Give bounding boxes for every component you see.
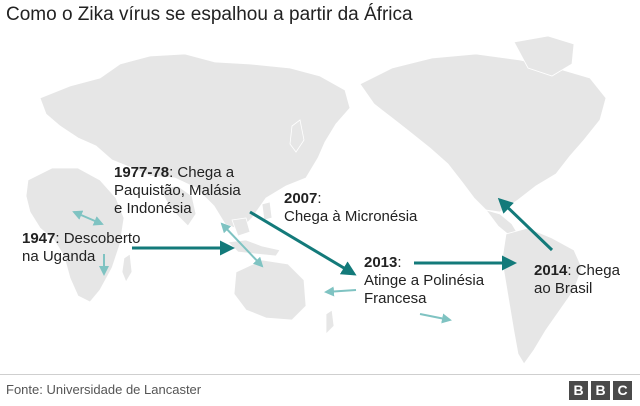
label-2013-year: 2013 <box>364 254 398 271</box>
label-2014: 2014: Chega ao Brasil <box>534 262 620 298</box>
landmass-new-zealand <box>325 309 335 335</box>
landmass-indonesia <box>227 239 281 257</box>
landmass-japan <box>289 119 305 153</box>
label-1947-line1: : Descoberto <box>55 230 141 247</box>
label-2007-line1: : <box>317 190 322 207</box>
label-1947-year: 1947 <box>22 230 56 247</box>
spread-arrows <box>72 197 554 324</box>
label-1977-78-line1: : Chega a <box>169 164 235 181</box>
bbc-logo: B B C <box>569 381 632 400</box>
label-1947-line2: na Uganda <box>22 248 96 265</box>
bbc-logo-letter-1: B <box>569 381 588 400</box>
landmass-philippines <box>261 201 273 221</box>
landmass-south-america <box>501 227 583 365</box>
landmass-eurasia <box>39 53 351 231</box>
label-1947: 1947: Descoberto na Uganda <box>22 230 140 266</box>
label-2013-line3: Francesa <box>364 290 427 307</box>
label-2014-year: 2014 <box>534 262 568 279</box>
arrow-polynesia-east <box>419 313 452 324</box>
arrow-africa-west <box>72 210 104 226</box>
bbc-logo-letter-2: B <box>591 381 610 400</box>
landmass-north-america <box>359 53 607 213</box>
landmass-greenland <box>513 35 575 77</box>
map-title: Como o Zika vírus se espalhou a partir d… <box>6 4 413 25</box>
arrow-asia-to-micronesia <box>249 210 357 276</box>
source-note: Fonte: Universidade de Lancaster <box>6 382 202 397</box>
landmass-australia <box>233 259 307 321</box>
landmass-madagascar <box>121 253 133 283</box>
label-2007-year: 2007 <box>284 190 318 207</box>
label-1977-78-line2: Paquistão, Malásia <box>114 182 241 199</box>
arrow-asia-south <box>220 222 264 268</box>
label-2013-line2: Atinge a Polinésia <box>364 272 485 289</box>
world-map-svg <box>25 35 607 365</box>
label-2007: 2007: Chega à Micronésia <box>284 190 417 226</box>
arrow-polynesia-west <box>324 286 357 297</box>
label-2013-line1: : <box>397 254 402 271</box>
label-1977-78-year: 1977-78 <box>114 164 170 181</box>
label-1977-78-line3: e Indonésia <box>114 200 192 217</box>
arrow-brazil-to-central-america <box>497 197 554 252</box>
landmass-india <box>159 185 197 227</box>
label-2007-line2: Chega à Micronésia <box>284 208 418 225</box>
footer-divider <box>0 374 640 375</box>
label-2014-line2: ao Brasil <box>534 280 593 297</box>
label-2013: 2013: Atinge a Polinésia Francesa <box>364 254 484 308</box>
label-1977-78: 1977-78: Chega a Paquistão, Malásia e In… <box>114 164 241 218</box>
label-2014-line1: : Chega <box>567 262 620 279</box>
world-map: 1947: Descoberto na Uganda 1977-78: Cheg… <box>0 28 640 370</box>
bbc-logo-letter-3: C <box>613 381 632 400</box>
